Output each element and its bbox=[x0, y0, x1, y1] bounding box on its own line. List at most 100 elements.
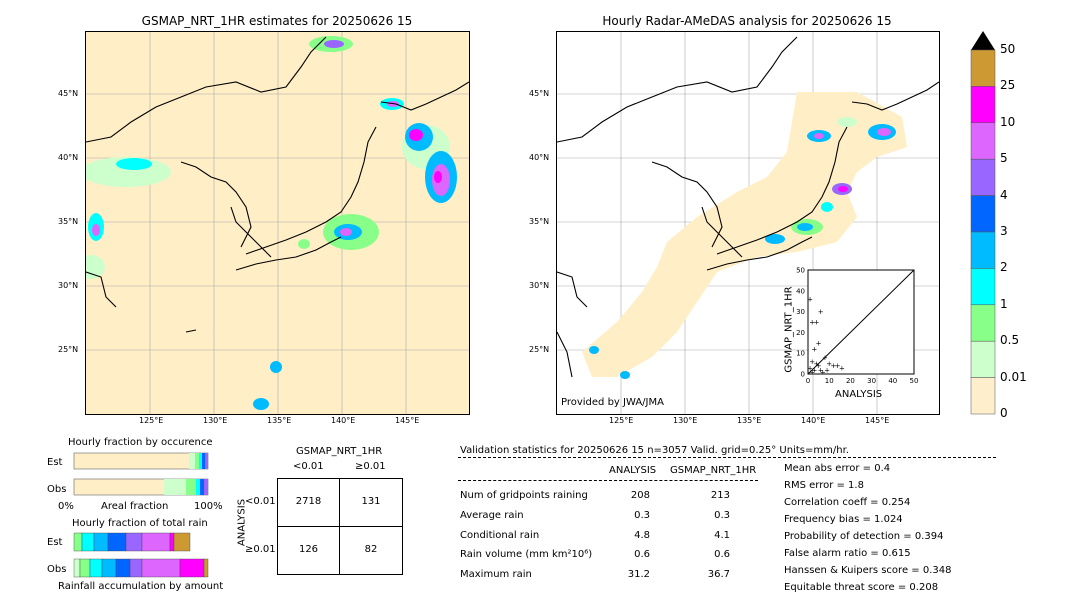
validation-row-analysis: 208 bbox=[630, 490, 650, 501]
left-lat-tick: 25°N bbox=[58, 345, 79, 354]
scatter-y-tick: 20 bbox=[796, 329, 805, 337]
contingency-cell: 126 bbox=[298, 544, 319, 555]
total-rain-footer: Rainfall accumulation by amount bbox=[58, 581, 224, 592]
scatter-y-tick: 40 bbox=[796, 287, 805, 295]
occurrence-obs-seg bbox=[186, 479, 196, 495]
validation-row-analysis: 4.8 bbox=[634, 530, 650, 541]
scatter-point: + bbox=[811, 346, 817, 354]
score-line: Hanssen & Kuipers score = 0.348 bbox=[784, 565, 952, 576]
left-rain-field bbox=[86, 36, 457, 410]
scatter-point: + bbox=[818, 308, 824, 316]
occurrence-row-est: Est bbox=[47, 457, 63, 468]
left-lat-tick: 30°N bbox=[58, 281, 79, 290]
radar-coverage bbox=[582, 92, 907, 377]
occurrence-x-left: 0% bbox=[58, 501, 74, 512]
contingency-cell: 2718 bbox=[295, 496, 322, 507]
contingency-cell: 131 bbox=[361, 496, 381, 507]
colorbar-cell bbox=[970, 231, 996, 269]
right-lat-tick: 35°N bbox=[529, 217, 550, 226]
left-lon-tick: 145°E bbox=[395, 416, 420, 425]
colorbar-label: 2 bbox=[1000, 260, 1008, 275]
scatter-y-tick: 10 bbox=[796, 350, 805, 358]
colorbar-label: 1 bbox=[1000, 296, 1008, 311]
colorbar-cell bbox=[970, 49, 996, 87]
scatter-point: + bbox=[809, 319, 815, 327]
occurrence-bars bbox=[73, 452, 209, 496]
scatter-x-tick: 30 bbox=[867, 377, 876, 385]
right-lat-tick: 40°N bbox=[529, 153, 550, 162]
occurrence-est-bar bbox=[73, 452, 209, 470]
colorbar-cells bbox=[970, 49, 996, 415]
scatter-point: + bbox=[811, 366, 817, 374]
occurrence-obs-seg bbox=[164, 479, 186, 495]
validation-row-analysis: 0.6 bbox=[634, 549, 650, 560]
colorbar-label: 3 bbox=[1000, 224, 1008, 238]
occurrence-est-seg bbox=[189, 453, 195, 469]
validation-subdivider bbox=[458, 480, 758, 481]
scatter-point: + bbox=[814, 319, 820, 327]
contingency-col-label: ≥0.01 bbox=[355, 461, 386, 472]
validation-row-gsmap: 36.7 bbox=[707, 569, 730, 580]
contingency-row-label: ≥0.01 bbox=[245, 544, 276, 555]
right-map-title: Hourly Radar-AMeDAS analysis for 2025062… bbox=[602, 14, 892, 28]
validation-col-header: ANALYSIS bbox=[609, 465, 657, 476]
score-line: Equitable threat score = 0.208 bbox=[784, 582, 939, 593]
scatter-x-tick: 50 bbox=[910, 377, 919, 385]
right-map-canvas bbox=[557, 32, 939, 414]
score-line: Probability of detection = 0.394 bbox=[784, 531, 944, 542]
colorbar-label: 4 bbox=[1000, 187, 1008, 202]
scatter-point: + bbox=[822, 354, 828, 362]
colorbar-label: 25 bbox=[1000, 78, 1016, 93]
scatter-point: + bbox=[816, 362, 822, 370]
scatter-x-tick: 0 bbox=[806, 377, 810, 385]
scatter-point: + bbox=[839, 364, 845, 372]
left-lon-tick: 130°E bbox=[203, 416, 228, 425]
validation-row-label: Maximum rain bbox=[460, 569, 532, 580]
validation-col-header: GSMAP_NRT_1HR bbox=[670, 465, 757, 476]
contingency-col-label: <0.01 bbox=[293, 461, 324, 472]
contingency-col-title: GSMAP_NRT_1HR bbox=[296, 446, 383, 457]
scatter-diagonal bbox=[807, 269, 915, 375]
scatter-point: + bbox=[826, 360, 832, 368]
colorbar-cell bbox=[970, 122, 996, 160]
colorbar-cell bbox=[970, 304, 996, 342]
occurrence-obs-seg bbox=[196, 479, 200, 495]
left-lon-tick: 140°E bbox=[331, 416, 356, 425]
occurrence-title: Hourly fraction by occurence bbox=[68, 437, 213, 448]
right-lat-tick: 25°N bbox=[529, 345, 550, 354]
colorbar-cell bbox=[970, 268, 996, 306]
left-lat-tick: 45°N bbox=[58, 89, 79, 98]
scatter-point: + bbox=[814, 360, 820, 368]
validation-row-analysis: 31.2 bbox=[627, 569, 650, 580]
scatter-x-tick: 20 bbox=[846, 377, 855, 385]
score-line: Frequency bias = 1.024 bbox=[784, 514, 903, 525]
validation-row-label: Average rain bbox=[460, 510, 524, 521]
colorbar-label: 10 bbox=[1000, 114, 1016, 129]
right-lon-tick: 140°E bbox=[801, 416, 826, 425]
scatter-point: + bbox=[824, 366, 830, 374]
scatter-point: + bbox=[818, 366, 824, 374]
left-lon-tick: 125°E bbox=[139, 416, 164, 425]
colorbar-label: 50 bbox=[1000, 42, 1016, 56]
scatter-x-tick: 40 bbox=[888, 377, 897, 385]
contingency-table: 2718 131 126 82 bbox=[277, 478, 403, 575]
occurrence-obs-seg bbox=[204, 479, 208, 495]
scatter-y-tick: 50 bbox=[796, 267, 805, 275]
scatter-x-ticks: 0 10 20 30 40 50 bbox=[806, 377, 919, 385]
scatter-point: + bbox=[807, 364, 813, 372]
left-lon-tick: 135°E bbox=[267, 416, 292, 425]
scatter-point: + bbox=[816, 339, 822, 347]
validation-row-gsmap: 4.1 bbox=[714, 530, 730, 541]
validation-divider bbox=[458, 457, 996, 458]
validation-row-label: Conditional rain bbox=[460, 530, 540, 541]
colorbar-extend-arrow bbox=[971, 31, 995, 50]
validation-row-gsmap: 213 bbox=[710, 490, 730, 501]
scatter-points: +++++++++++++++ +++++ bbox=[807, 296, 845, 377]
validation-row-gsmap: 0.6 bbox=[714, 549, 730, 560]
score-line: RMS error = 1.8 bbox=[784, 480, 864, 491]
colorbar-label: 0.5 bbox=[1000, 333, 1020, 348]
validation-row-label: Num of gridpoints raining bbox=[460, 490, 588, 501]
validation-row-gsmap: 0.3 bbox=[714, 510, 730, 521]
right-lon-tick: 135°E bbox=[737, 416, 762, 425]
colorbar-cell bbox=[970, 158, 996, 196]
